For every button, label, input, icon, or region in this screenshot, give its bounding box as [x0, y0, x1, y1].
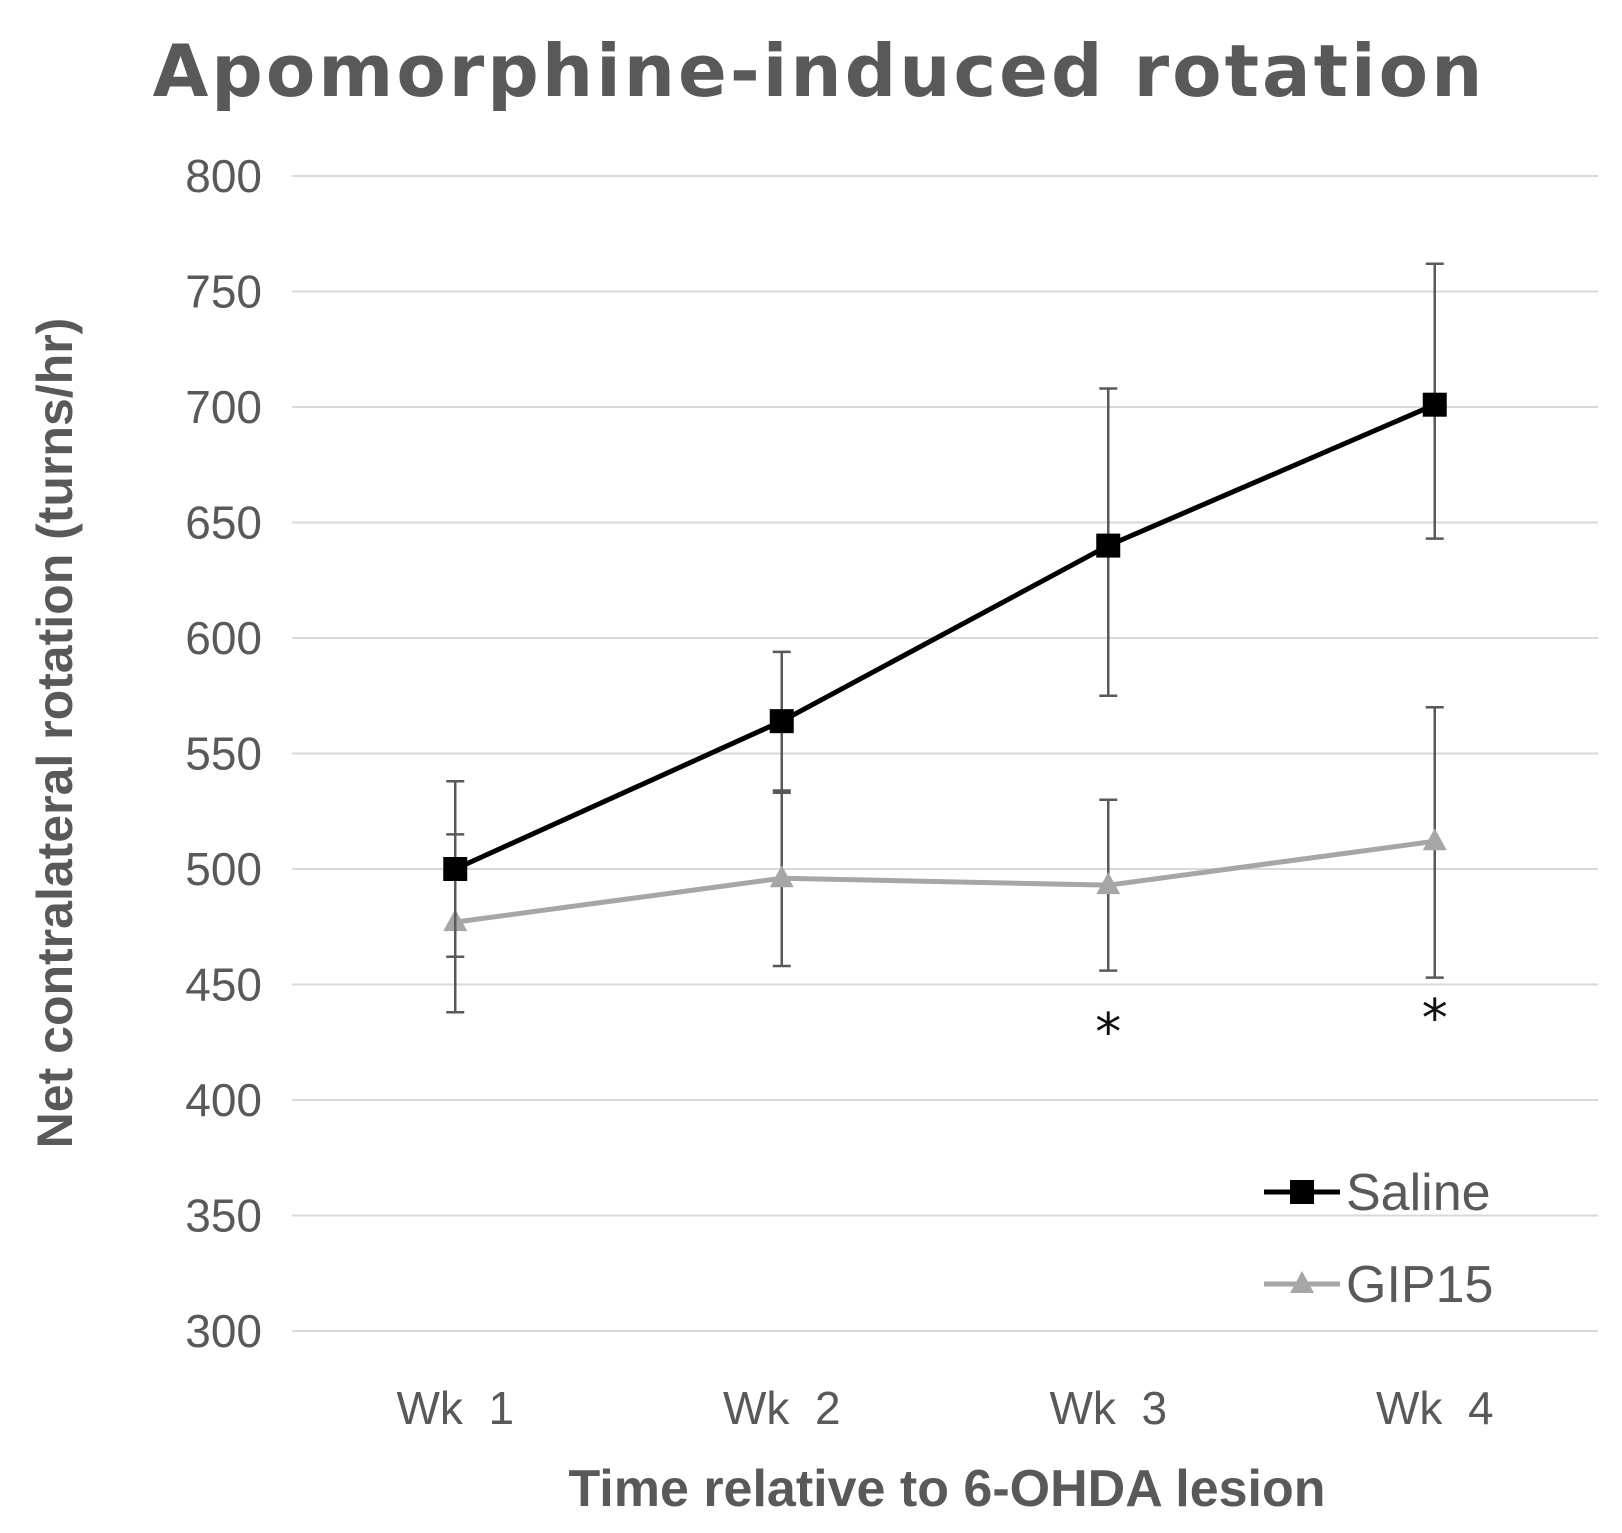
series-saline	[443, 262, 1447, 959]
significance-mark: *	[1095, 1003, 1121, 1063]
data-point	[769, 865, 794, 888]
x-tick-label: Wk 3	[1049, 1382, 1167, 1434]
y-tick-label: 500	[185, 843, 262, 895]
data-point	[1422, 392, 1447, 417]
x-tick-label: Wk 2	[723, 1382, 841, 1434]
legend-marker	[1290, 1180, 1314, 1204]
legend: Saline GIP15	[1264, 1164, 1493, 1314]
legend-label: GIP15	[1346, 1256, 1493, 1314]
y-tick-label: 750	[185, 266, 262, 318]
legend-marker	[1290, 1271, 1314, 1293]
chart-title: Apomorphine-induced rotation	[153, 29, 1486, 113]
significance-mark: *	[1422, 989, 1448, 1049]
data-point	[443, 857, 468, 881]
data-point	[769, 709, 794, 734]
x-axis-label: Time relative to 6-OHDA lesion	[568, 1460, 1325, 1518]
y-tick-label: 450	[185, 959, 262, 1011]
x-tick-label: Wk 4	[1376, 1382, 1494, 1434]
y-tick-label: 400	[185, 1074, 262, 1126]
legend-item-saline: Saline	[1264, 1164, 1491, 1222]
y-tick-label: 550	[185, 728, 262, 780]
y-tick-label: 600	[185, 612, 262, 664]
data-point	[1096, 533, 1121, 558]
series-line	[454, 838, 1436, 925]
legend-label: Saline	[1346, 1164, 1491, 1222]
data-point	[1096, 872, 1121, 895]
y-tick-label: 350	[185, 1190, 262, 1242]
y-tick-label: 700	[185, 381, 262, 433]
y-tick-label: 800	[185, 150, 262, 202]
y-tick-label: 650	[185, 497, 262, 549]
y-tick-label: 300	[185, 1305, 262, 1357]
legend-item-gip15: GIP15	[1264, 1256, 1493, 1314]
x-tick-label: Wk 1	[396, 1382, 514, 1434]
series-line	[454, 402, 1436, 872]
data-point	[1422, 828, 1447, 851]
y-axis-label: Net contralateral rotation (turns/hr)	[27, 318, 83, 1149]
